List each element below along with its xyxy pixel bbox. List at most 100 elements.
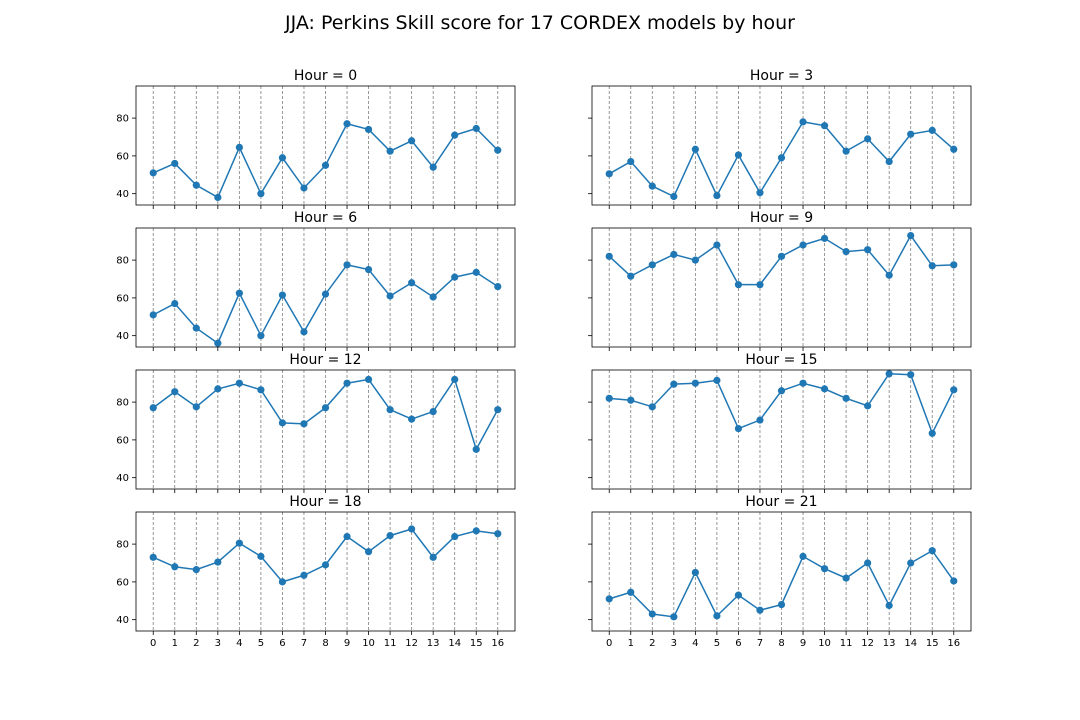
data-point [864, 246, 872, 254]
x-tick-label: 8 [778, 638, 784, 649]
figure-title: JJA: Perkins Skill score for 17 CORDEX m… [284, 12, 795, 34]
data-point [429, 553, 437, 561]
subplot-3: Hour = 9 [588, 210, 972, 351]
data-point [928, 262, 936, 270]
data-point [300, 571, 308, 579]
data-point [842, 394, 850, 402]
data-point [192, 566, 200, 574]
data-point [300, 420, 308, 428]
subplot-title: Hour = 0 [294, 68, 357, 84]
y-tick-label: 40 [116, 331, 129, 342]
data-point [648, 182, 656, 190]
data-point [756, 416, 764, 424]
data-point [907, 559, 915, 567]
y-tick-label: 60 [116, 293, 129, 304]
x-tick-label: 6 [279, 638, 285, 649]
data-point [950, 386, 958, 394]
series-line [152, 377, 499, 452]
data-point [734, 591, 743, 599]
data-point [864, 402, 872, 410]
data-point [214, 339, 222, 347]
data-point [950, 261, 958, 269]
data-point [928, 429, 936, 437]
y-tick-label: 80 [116, 398, 129, 409]
data-point [343, 120, 351, 128]
y-tick-label: 80 [116, 114, 129, 125]
axes-frame [135, 85, 516, 206]
data-point [777, 600, 786, 609]
data-point [235, 143, 243, 151]
data-point [648, 261, 656, 269]
data-point [300, 328, 308, 336]
data-point [777, 387, 786, 395]
data-point [408, 525, 416, 533]
x-tick-label: 11 [840, 638, 853, 649]
data-point [627, 588, 635, 596]
data-point [192, 324, 200, 332]
data-point [343, 261, 351, 269]
data-point [278, 578, 287, 586]
x-tick-label: 12 [405, 638, 418, 649]
x-tick-label: 13 [427, 638, 440, 649]
data-point [627, 272, 635, 280]
data-point [257, 552, 265, 560]
x-tick-label: 0 [150, 638, 156, 649]
data-point [386, 292, 394, 300]
x-tick-label: 9 [800, 638, 806, 649]
subplot-title: Hour = 21 [745, 494, 817, 510]
x-tick-label: 1 [628, 638, 634, 649]
data-point [950, 577, 958, 585]
data-point [429, 407, 437, 416]
subplot-title: Hour = 12 [289, 352, 361, 368]
data-point [321, 161, 330, 169]
data-point [321, 290, 330, 298]
data-point [171, 388, 179, 396]
data-point [842, 147, 850, 155]
axes-frame [591, 227, 972, 348]
x-tick-label: 1 [172, 638, 178, 649]
data-point [734, 281, 743, 289]
y-tick-label: 60 [116, 435, 129, 446]
data-point [408, 279, 416, 287]
x-tick-label: 11 [384, 638, 397, 649]
data-point [494, 530, 502, 538]
data-point [799, 241, 807, 249]
data-point [408, 137, 416, 145]
data-point [386, 147, 394, 155]
x-tick-label: 5 [714, 638, 720, 649]
subplot-4: Hour = 12 40 60 80 [116, 352, 516, 493]
axes-frame [591, 85, 972, 206]
data-point [605, 394, 613, 402]
data-point [777, 154, 786, 162]
subplot-title: Hour = 9 [750, 210, 813, 226]
data-point [278, 154, 287, 162]
x-tick-label: 7 [757, 638, 763, 649]
data-point [300, 184, 308, 192]
y-tick-label: 60 [116, 151, 129, 162]
x-tick-label: 15 [926, 638, 939, 649]
data-point [820, 385, 829, 393]
data-point [820, 565, 829, 573]
data-point [713, 376, 721, 384]
data-point [321, 404, 330, 412]
axes-frame [135, 227, 516, 348]
data-point [691, 568, 699, 577]
data-point [864, 135, 872, 143]
data-point [451, 375, 459, 384]
x-tick-label: 4 [236, 638, 242, 649]
x-tick-label: 9 [344, 638, 350, 649]
data-point [451, 273, 459, 281]
data-point [777, 252, 786, 260]
x-tick-label: 10 [818, 638, 831, 649]
x-tick-label: 16 [947, 638, 960, 649]
data-point [648, 610, 656, 618]
x-tick-label: 13 [883, 638, 896, 649]
data-point [149, 404, 157, 412]
y-tick-label: 80 [116, 540, 129, 551]
y-tick-label: 80 [116, 256, 129, 267]
data-point [627, 157, 635, 166]
data-point [799, 379, 807, 387]
data-point [627, 396, 635, 404]
x-tick-label: 10 [362, 638, 375, 649]
